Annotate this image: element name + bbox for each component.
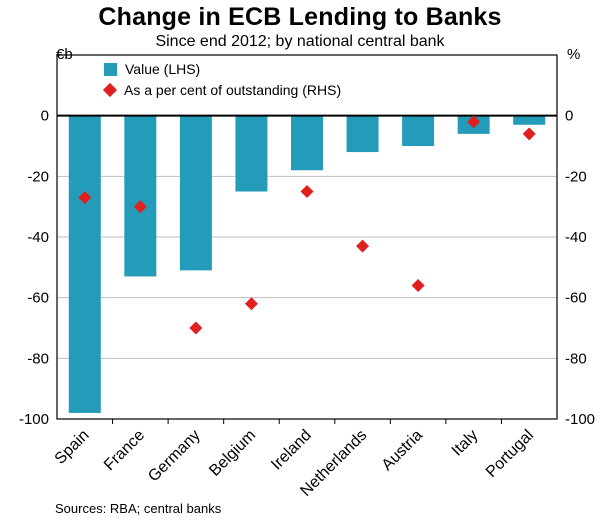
svg-text:-80: -80 — [565, 350, 587, 367]
diamond-series-swatch-icon — [102, 82, 118, 98]
svg-text:-40: -40 — [27, 229, 49, 246]
bar-series-swatch-icon — [104, 62, 117, 76]
svg-text:-60: -60 — [565, 290, 587, 307]
svg-text:-80: -80 — [27, 350, 49, 367]
svg-text:Austria: Austria — [379, 427, 426, 474]
chart-legend: Value (LHS) As a per cent of outstanding… — [102, 61, 342, 98]
legend-item-value-lhs: Value (LHS) — [104, 61, 341, 77]
svg-text:Portugal: Portugal — [483, 427, 537, 481]
svg-text:-60: -60 — [27, 290, 49, 307]
svg-text:Spain: Spain — [52, 427, 93, 468]
svg-text:-20: -20 — [565, 168, 587, 185]
svg-text:-20: -20 — [27, 168, 49, 185]
svg-text:Germany: Germany — [145, 427, 204, 486]
source-note: Sources: RBA; central banks — [55, 501, 222, 516]
svg-text:-100: -100 — [565, 411, 595, 428]
svg-text:-40: -40 — [565, 229, 587, 246]
svg-text:France: France — [101, 427, 148, 474]
right-axis-unit-label: % — [567, 46, 581, 63]
svg-text:Ireland: Ireland — [268, 427, 315, 474]
svg-text:Italy: Italy — [449, 427, 482, 460]
svg-text:0: 0 — [41, 108, 49, 125]
chart-title: Change in ECB Lending to Banks — [98, 3, 502, 31]
chart-subtitle: Since end 2012; by national central bank — [155, 33, 445, 50]
legend-label-value-lhs: Value (LHS) — [125, 61, 201, 77]
svg-text:Belgium: Belgium — [206, 427, 259, 480]
svg-text:0: 0 — [565, 108, 573, 125]
legend-label-percent-rhs: As a per cent of outstanding (RHS) — [124, 82, 342, 98]
svg-text:-100: -100 — [19, 411, 49, 428]
legend-item-percent-rhs: As a per cent of outstanding (RHS) — [102, 82, 342, 98]
